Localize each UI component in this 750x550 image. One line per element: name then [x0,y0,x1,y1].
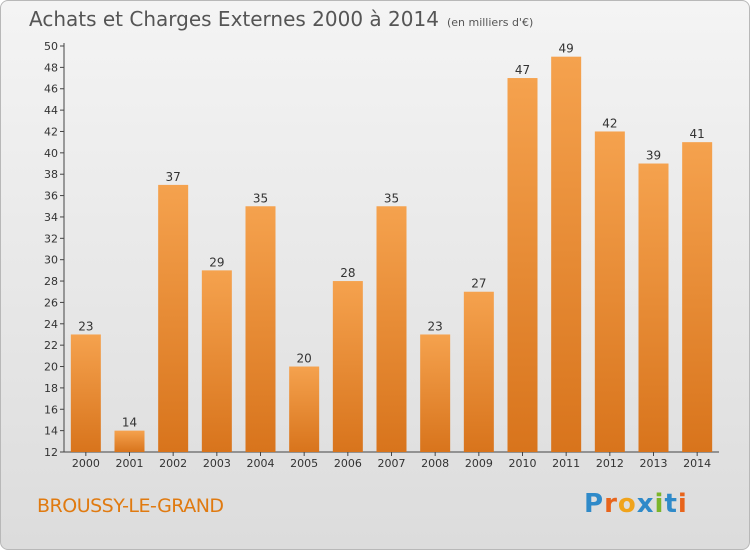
x-tick-label: 2014 [683,457,711,470]
y-tick-label: 26 [44,296,58,309]
x-tick-label: 2005 [290,457,318,470]
logo-letter: i [654,489,665,519]
y-tick-label: 50 [44,40,58,53]
bar-2004 [245,206,276,452]
bar-2006 [332,281,363,452]
bar-value-label: 28 [340,266,355,280]
bar-2014 [682,142,713,452]
bar-value-label: 27 [471,277,486,291]
proxiti-logo: Proxiti [584,489,688,519]
chart-subtitle: (en milliers d'€) [446,16,534,29]
commune-name: BROUSSY-LE-GRAND [37,495,224,517]
x-tick-label: 2007 [378,457,406,470]
bar-2000 [70,334,101,452]
chart-title-text: Achats et Charges Externes 2000 à 2014 [29,7,439,31]
y-tick-label: 40 [44,147,58,160]
bar-value-label: 20 [297,352,312,366]
bar-2008 [420,334,451,452]
x-tick-label: 2013 [640,457,668,470]
y-tick-label: 16 [44,403,58,416]
y-tick-label: 34 [44,211,58,224]
logo-letter: r [604,489,618,519]
x-tick-label: 2012 [596,457,624,470]
bar-2010 [507,78,538,452]
bar-value-label: 23 [78,319,93,333]
bar-value-label: 49 [559,42,574,56]
logo-letter: x [636,489,655,519]
bar-value-label: 39 [646,149,661,163]
chart-axes: 12 14 16 18 20 22 24 26 28 30 32 34 36 38 40 42 44 46 48 50… [44,40,719,470]
y-tick-label: 32 [44,232,58,245]
y-tick-label: 12 [44,446,58,459]
x-tick-label: 2011 [552,457,580,470]
logo-letter: t [664,489,678,519]
y-tick-label: 48 [44,61,58,74]
x-tick-label: 2008 [421,457,449,470]
bar-2013 [638,163,669,453]
bar-value-label: 35 [253,191,268,205]
y-tick-label: 36 [44,190,58,203]
bar-2007 [376,206,407,452]
chart-bars: 23 14 37 29 35 20 28 35 23 27 47 49 42 39 41 [70,42,713,453]
bar-value-label: 41 [690,127,705,141]
bar-value-label: 23 [428,319,443,333]
y-tick-label: 28 [44,275,58,288]
x-tick-label: 2010 [509,457,537,470]
bar-2009 [463,291,494,452]
bar-value-label: 35 [384,191,399,205]
y-tick-label: 38 [44,168,58,181]
logo-letter: P [584,489,605,519]
bar-2012 [594,131,625,452]
bar-value-label: 37 [166,170,181,184]
logo-letter: i [677,489,688,519]
y-tick-label: 30 [44,254,58,267]
y-tick-label: 42 [44,125,58,138]
bar-2005 [289,366,320,452]
bar-value-label: 42 [602,116,617,130]
bar-2003 [201,270,232,452]
y-tick-label: 46 [44,83,58,96]
y-tick-label: 24 [44,318,58,331]
x-tick-label: 2001 [116,457,144,470]
logo-letter: o [617,489,637,519]
bar-value-label: 47 [515,63,530,77]
x-tick-label: 2006 [334,457,362,470]
bar-2011 [551,56,582,453]
y-tick-label: 14 [44,425,58,438]
x-tick-label: 2009 [465,457,493,470]
x-tick-label: 2003 [203,457,231,470]
x-tick-label: 2000 [72,457,100,470]
bar-value-label: 29 [209,255,224,269]
bar-2001 [114,430,145,452]
x-tick-label: 2004 [247,457,275,470]
y-tick-label: 22 [44,339,58,352]
chart-title: Achats et Charges Externes 2000 à 2014 (e… [29,7,533,31]
bar-value-label: 14 [122,416,137,430]
y-tick-label: 18 [44,382,58,395]
y-tick-label: 44 [44,104,58,117]
y-tick-label: 20 [44,361,58,374]
x-tick-label: 2002 [159,457,187,470]
bar-2002 [158,184,189,453]
